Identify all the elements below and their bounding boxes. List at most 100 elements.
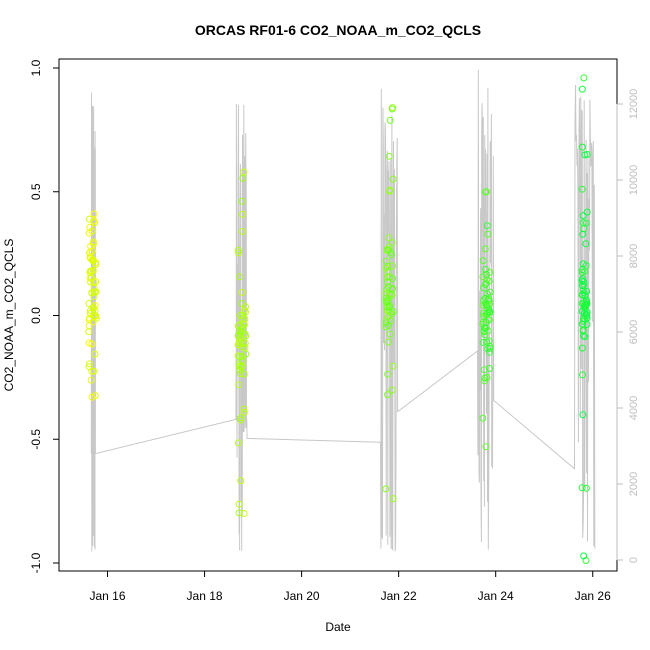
data-point: [479, 339, 487, 346]
data-point: [578, 484, 586, 492]
data-point: [236, 353, 244, 361]
right-y-tick-label: 4000: [628, 396, 640, 420]
data-point: [481, 366, 488, 374]
data-point: [90, 210, 98, 218]
data-point: [578, 282, 586, 290]
y-axis-label: CO2_NOAA_m_CO2_QCLS: [2, 239, 16, 392]
data-point: [389, 275, 396, 283]
data-point: [578, 320, 586, 328]
data-point: [240, 408, 248, 416]
data-point: [240, 510, 248, 517]
data-point: [92, 260, 100, 268]
data-point: [486, 309, 493, 317]
data-point: [238, 289, 246, 296]
plot-area: [58, 58, 618, 572]
data-point: [237, 414, 245, 422]
data-point: [386, 186, 394, 194]
data-point: [582, 219, 590, 227]
data-point: [481, 294, 489, 302]
data-point: [238, 324, 246, 332]
data-point: [238, 210, 246, 218]
x-tick-label: Jan 24: [478, 589, 514, 603]
altitude-line-layer: [90, 69, 596, 552]
data-point: [86, 223, 94, 231]
y-tick-label: 0.5: [29, 183, 43, 200]
data-point: [388, 251, 395, 259]
data-point: [85, 328, 93, 336]
data-point: [242, 350, 250, 358]
data-point: [386, 330, 394, 338]
x-axis: Jan 16 Jan 18 Jan 20 Jan 22 Jan 24 Jan 26: [90, 570, 611, 603]
y-tick-label: -0.5: [29, 429, 43, 450]
data-point: [481, 374, 489, 382]
data-point: [583, 208, 591, 216]
data-point: [388, 239, 396, 247]
data-point: [384, 391, 391, 399]
data-point: [238, 314, 246, 322]
data-point: [85, 316, 93, 324]
x-tick-label: Jan 26: [575, 589, 611, 603]
data-point: [481, 245, 489, 253]
data-point: [482, 270, 490, 278]
data-point: [485, 348, 493, 356]
x-axis-label: Date: [325, 620, 351, 634]
data-point: [481, 331, 489, 339]
x-tick-label: Jan 22: [381, 589, 417, 603]
data-point: [238, 228, 246, 235]
data-point: [479, 414, 487, 422]
data-point: [580, 74, 588, 82]
right-y-axis: 0 2000 4000 6000 8000 10000 12000: [616, 89, 640, 563]
data-point: [237, 416, 245, 424]
data-point: [240, 405, 248, 413]
altitude-series-line: [90, 69, 596, 552]
right-y-tick-label: 6000: [628, 320, 640, 344]
data-point: [91, 392, 99, 400]
data-point: [89, 238, 97, 246]
data-point: [385, 152, 393, 160]
data-point: [579, 275, 586, 283]
data-point: [235, 249, 243, 257]
y-tick-label: 0.0: [29, 307, 43, 324]
data-point: [486, 288, 494, 296]
data-point: [580, 552, 588, 560]
data-point: [579, 371, 586, 379]
data-point: [382, 297, 390, 305]
x-tick-label: Jan 18: [187, 589, 223, 603]
data-point: [235, 381, 243, 389]
data-point: [88, 227, 96, 235]
data-point: [87, 278, 95, 286]
data-point: [87, 267, 94, 275]
data-point: [579, 230, 587, 238]
data-point: [581, 151, 589, 159]
data-point: [388, 105, 396, 113]
data-point: [388, 386, 396, 394]
data-point: [86, 249, 94, 257]
data-point: [579, 260, 587, 268]
data-point: [388, 262, 396, 270]
data-point: [238, 300, 246, 307]
data-point: [236, 366, 244, 374]
data-point: [582, 484, 590, 492]
data-point: [388, 285, 396, 293]
data-point: [85, 300, 93, 307]
data-point: [238, 343, 246, 351]
data-point: [88, 274, 95, 281]
data-point: [239, 340, 247, 348]
data-point: [389, 362, 397, 370]
data-point: [578, 185, 586, 193]
points-layer: [85, 74, 591, 564]
data-point: [481, 324, 489, 332]
data-point: [479, 257, 487, 265]
data-point: [239, 323, 247, 331]
data-point: [579, 411, 587, 419]
data-point: [90, 367, 98, 375]
data-point: [385, 338, 392, 346]
data-point: [484, 230, 492, 238]
data-point: [91, 350, 99, 358]
right-y-tick-label: 2000: [628, 472, 640, 496]
data-point: [91, 312, 98, 320]
data-point: [235, 500, 243, 508]
data-point: [235, 509, 243, 517]
data-point: [389, 495, 397, 503]
